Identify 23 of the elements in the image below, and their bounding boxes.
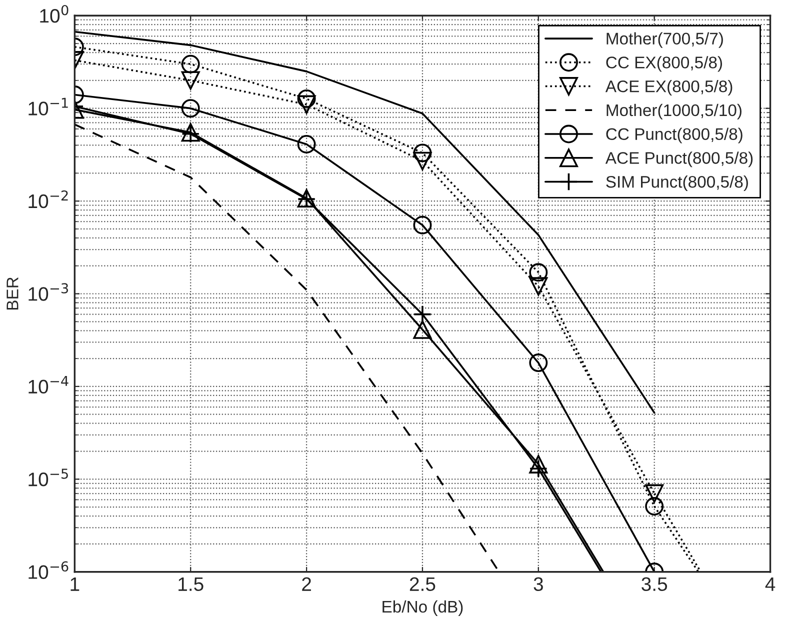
legend-label: ACE EX(800,5/8) bbox=[605, 80, 732, 96]
y-tick-label: 10$^{−6}$ bbox=[28, 561, 68, 579]
x-tick-label: 1.5 bbox=[178, 577, 204, 592]
legend-label: CC Punct(800,5/8) bbox=[606, 128, 742, 144]
legend-label: CC EX(800,5/8) bbox=[606, 56, 722, 72]
legend-label: Mother(1000,5/10) bbox=[606, 104, 742, 120]
y-tick-label: 10$^{−3}$ bbox=[28, 283, 68, 301]
x-tick-label: 3.5 bbox=[642, 577, 668, 592]
x-tick-label: 3 bbox=[534, 577, 543, 592]
x-tick-label: 2 bbox=[302, 577, 311, 591]
y-tick-label: 10$^{−4}$ bbox=[28, 376, 68, 394]
legend-label: Mother(700,5/7) bbox=[606, 32, 723, 48]
x-axis-title: Eb/No (dB) bbox=[382, 600, 463, 616]
x-tick-label: 4 bbox=[765, 577, 776, 591]
legend-label: SIM Punct(800,5/8) bbox=[606, 176, 748, 192]
x-tick-label: 2.5 bbox=[410, 577, 436, 592]
y-tick-label: 10$^{−1}$ bbox=[28, 98, 68, 116]
y-tick-label: 10$^{−5}$ bbox=[28, 468, 68, 486]
y-tick-label: 10$^{0}$ bbox=[40, 4, 68, 23]
legend-label: ACE Punct(800,5/8) bbox=[605, 152, 753, 168]
x-tick-label: 1 bbox=[70, 577, 80, 591]
y-axis-title: BER bbox=[6, 277, 18, 310]
y-tick-label: 10$^{−2}$ bbox=[28, 190, 68, 208]
